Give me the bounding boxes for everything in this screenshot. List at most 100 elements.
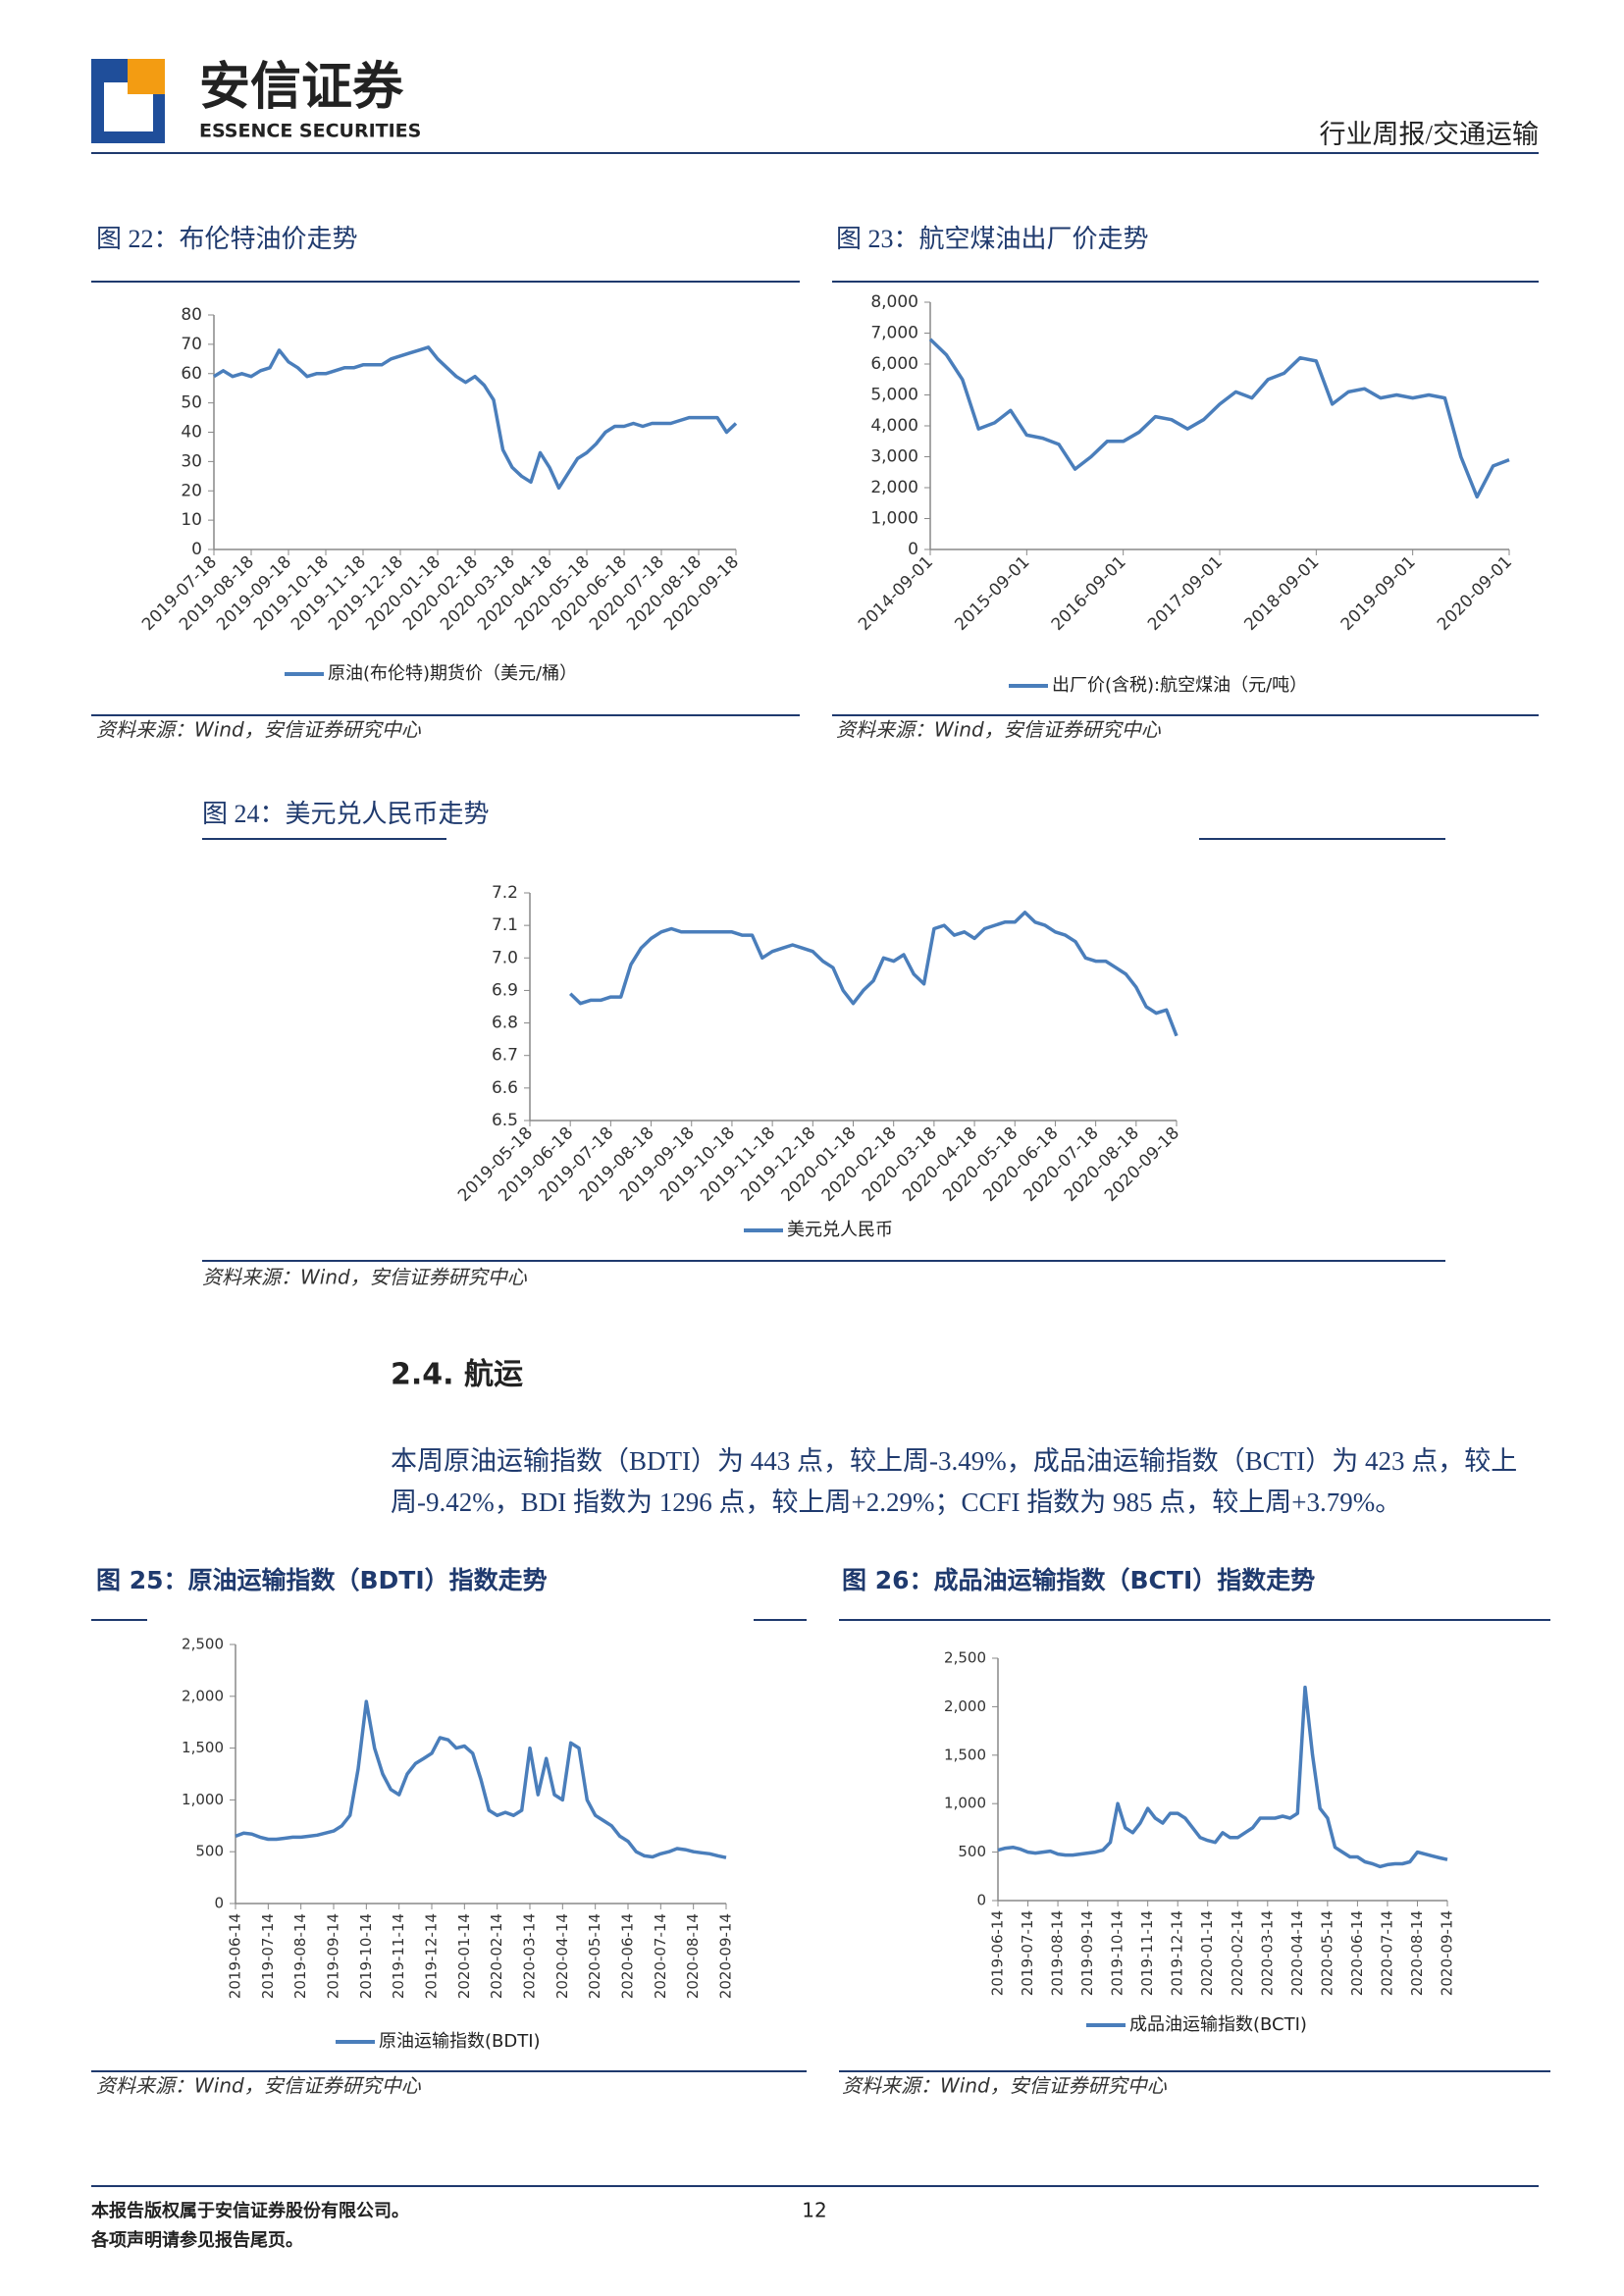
legend-label: 出厂价(含税):航空煤油（元/吨） xyxy=(1052,675,1307,696)
chart-source: 资料来源：Wind，安信证券研究中心 xyxy=(96,2074,422,2098)
y-tick-label: 6.5 xyxy=(492,1111,518,1130)
y-tick-label: 2,000 xyxy=(944,1697,986,1715)
x-tick-label: 2020-06-14 xyxy=(619,1913,637,1999)
x-tick-label: 2020-04-14 xyxy=(553,1913,571,1999)
chart-title: 图 22：布伦特油价走势 xyxy=(96,225,358,253)
x-tick-label: 2019-06-14 xyxy=(989,1910,1007,1996)
legend-label: 成品油运输指数(BCTI) xyxy=(1129,2014,1307,2035)
x-tick-label: 2020-05-14 xyxy=(1318,1910,1336,1996)
y-tick-label: 4,000 xyxy=(870,416,918,436)
x-tick-label: 2019-11-14 xyxy=(390,1913,407,1999)
chart-source: 资料来源：Wind，安信证券研究中心 xyxy=(96,718,422,742)
y-tick-label: 6,000 xyxy=(870,354,918,374)
y-tick-label: 2,500 xyxy=(182,1636,224,1653)
x-tick-label: 2020-01-14 xyxy=(455,1913,473,1999)
x-tick-label: 2020-01-14 xyxy=(1198,1910,1216,1996)
x-tick-label: 2020-03-14 xyxy=(521,1913,539,1999)
series-line xyxy=(568,911,1179,1037)
x-tick-label: 2020-02-14 xyxy=(488,1913,505,1999)
y-tick-label: 60 xyxy=(181,364,202,384)
x-tick-label: 2020-08-14 xyxy=(684,1913,702,1999)
footer-notice: 各项声明请参见报告尾页。 xyxy=(90,2229,303,2251)
y-tick-label: 3,000 xyxy=(870,447,918,467)
y-tick-label: 0 xyxy=(976,1892,986,1909)
y-tick-label: 6.7 xyxy=(492,1046,518,1066)
y-tick-label: 1,000 xyxy=(944,1795,986,1812)
series-line xyxy=(928,338,1510,499)
x-tick-label: 2020-07-14 xyxy=(652,1913,669,1999)
chart-title: 图 23：航空煤油出厂价走势 xyxy=(836,225,1149,253)
x-tick-label: 2020-06-14 xyxy=(1348,1910,1366,1996)
x-tick-label: 2019-08-14 xyxy=(291,1913,309,1999)
footer-copyright: 本报告版权属于安信证券股份有限公司。 xyxy=(91,2200,409,2221)
section-heading: 2.4. 航运 xyxy=(391,1358,523,1392)
y-tick-label: 1,000 xyxy=(870,509,918,529)
chart-title: 图 25：原油运输指数（BDTI）指数走势 xyxy=(96,1566,548,1594)
y-tick-label: 7,000 xyxy=(870,324,918,343)
y-tick-label: 1,000 xyxy=(182,1791,224,1808)
logo-en: ESSENCE SECURITIES xyxy=(199,121,421,142)
x-tick-label: 2018-09-01 xyxy=(1240,552,1323,635)
chart-source: 资料来源：Wind，安信证券研究中心 xyxy=(202,1266,528,1289)
x-tick-label: 2019-09-14 xyxy=(1078,1910,1096,1996)
x-tick-label: 2019-07-14 xyxy=(1019,1910,1036,1996)
y-tick-label: 40 xyxy=(181,423,202,443)
x-tick-label: 2020-04-14 xyxy=(1288,1910,1306,1996)
chart-source: 资料来源：Wind，安信证券研究中心 xyxy=(842,2074,1168,2098)
y-tick-label: 20 xyxy=(181,481,202,500)
x-tick-label: 2020-03-14 xyxy=(1258,1910,1276,1996)
y-tick-label: 2,000 xyxy=(182,1687,224,1704)
legend-label: 原油(布伦特)期货价（美元/桶） xyxy=(328,663,577,684)
x-tick-label: 2019-10-14 xyxy=(1109,1910,1126,1996)
logo-mark-accent xyxy=(128,59,165,94)
paragraph: 本周原油运输指数（BDTI）为 443 点，较上周-3.49%，成品油运输指数（… xyxy=(391,1446,1518,1517)
x-tick-label: 2019-07-14 xyxy=(259,1913,277,1999)
x-tick-label: 2019-06-14 xyxy=(227,1913,244,1999)
y-tick-label: 500 xyxy=(195,1843,224,1860)
y-tick-label: 6.6 xyxy=(492,1078,518,1098)
x-tick-label: 2020-08-14 xyxy=(1408,1910,1426,1996)
y-tick-label: 6.9 xyxy=(492,980,518,1000)
y-tick-label: 6.8 xyxy=(492,1014,518,1033)
x-tick-label: 2019-10-14 xyxy=(357,1913,375,1999)
chart-title: 图 26：成品油运输指数（BCTI）指数走势 xyxy=(842,1566,1315,1594)
y-tick-label: 10 xyxy=(181,510,202,530)
y-tick-label: 8,000 xyxy=(870,292,918,312)
y-tick-label: 2,000 xyxy=(870,478,918,497)
series-line xyxy=(235,1699,727,1859)
y-tick-label: 0 xyxy=(908,540,918,559)
x-tick-label: 2014-09-01 xyxy=(855,552,937,635)
series-line xyxy=(997,1685,1448,1869)
x-tick-label: 2016-09-01 xyxy=(1048,552,1130,635)
x-tick-label: 2019-12-14 xyxy=(423,1913,441,1999)
x-tick-label: 2020-09-14 xyxy=(717,1913,735,1999)
x-tick-label: 2020-09-14 xyxy=(1439,1910,1456,1996)
series-line xyxy=(213,345,738,491)
x-tick-label: 2020-05-14 xyxy=(586,1913,603,1999)
x-tick-label: 2019-11-14 xyxy=(1138,1910,1156,1996)
y-tick-label: 7.1 xyxy=(492,915,518,935)
legend-label: 原油运输指数(BDTI) xyxy=(379,2031,541,2052)
y-tick-label: 500 xyxy=(958,1843,986,1860)
y-tick-label: 0 xyxy=(191,540,202,559)
y-tick-label: 1,500 xyxy=(182,1739,224,1756)
y-tick-label: 0 xyxy=(214,1895,224,1912)
y-tick-label: 5,000 xyxy=(870,386,918,405)
y-tick-label: 80 xyxy=(181,305,202,325)
x-tick-label: 2019-09-01 xyxy=(1337,552,1420,635)
y-tick-label: 1,500 xyxy=(944,1746,986,1763)
page-number: 12 xyxy=(802,2199,826,2222)
x-tick-label: 2017-09-01 xyxy=(1144,552,1227,635)
y-tick-label: 70 xyxy=(181,335,202,354)
chart-title: 图 24：美元兑人民币走势 xyxy=(202,800,490,828)
y-tick-label: 7.2 xyxy=(492,883,518,903)
x-tick-label: 2019-08-14 xyxy=(1049,1910,1067,1996)
x-tick-label: 2019-12-14 xyxy=(1169,1910,1186,1996)
report-type: 行业周报/交通运输 xyxy=(1319,120,1539,149)
x-tick-label: 2020-02-14 xyxy=(1229,1910,1246,1996)
x-tick-label: 2020-07-14 xyxy=(1378,1910,1395,1996)
logo-cn: 安信证券 xyxy=(199,58,404,117)
y-tick-label: 2,500 xyxy=(944,1649,986,1667)
